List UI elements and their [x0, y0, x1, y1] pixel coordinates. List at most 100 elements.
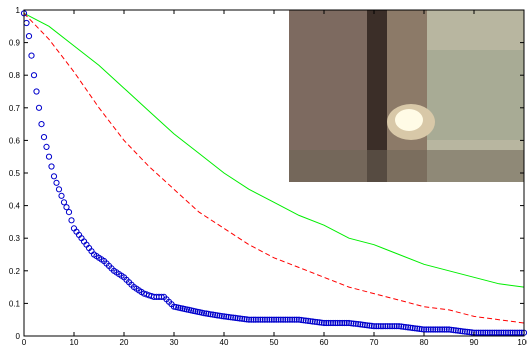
data-point [302, 317, 309, 324]
data-point [341, 319, 348, 327]
green-solid-series [23, 12, 525, 288]
data-point [55, 186, 63, 193]
data-point [248, 316, 255, 323]
data-point [366, 322, 373, 329]
data-point [218, 313, 225, 320]
data-point [414, 325, 421, 332]
data-point [212, 311, 219, 319]
data-point [402, 324, 409, 331]
y-axis: 0 0.1 0.2 0.3 0.4 0.5 0.6 0.7 0.8 0.9 1 [9, 6, 524, 341]
data-point [393, 323, 400, 330]
data-point [33, 88, 40, 95]
data-point [352, 320, 359, 327]
inset-bottom-shade [289, 150, 524, 182]
data-point [284, 316, 291, 323]
data-point [364, 322, 371, 329]
data-point [343, 319, 350, 327]
inset-right-region [427, 50, 524, 140]
data-point [516, 329, 523, 336]
data-point [289, 316, 296, 323]
data-point [268, 316, 275, 323]
data-point [368, 322, 375, 329]
y-tick-label: 0.5 [9, 169, 21, 178]
data-point [480, 329, 487, 336]
data-point [441, 326, 448, 333]
data-point [336, 319, 343, 327]
data-point [389, 323, 396, 330]
data-point [466, 329, 473, 336]
data-point [63, 204, 70, 211]
data-point [409, 324, 416, 332]
data-point [486, 329, 493, 336]
data-point [227, 314, 234, 321]
data-point [158, 293, 165, 300]
data-point [357, 321, 364, 328]
data-point [448, 326, 455, 333]
data-point [257, 316, 264, 323]
data-point [236, 315, 243, 322]
data-point [370, 323, 378, 330]
data-point [200, 310, 208, 317]
data-point [234, 315, 241, 322]
data-point [382, 323, 389, 330]
data-point [457, 327, 464, 335]
data-point [305, 317, 312, 324]
x-tick-label: 50 [270, 338, 279, 347]
x-tick-label: 20 [120, 338, 129, 347]
data-point [323, 319, 330, 327]
data-point [25, 33, 33, 40]
data-point [280, 316, 287, 323]
data-point [282, 316, 289, 323]
data-point [507, 329, 514, 336]
data-point [464, 328, 471, 335]
data-point [327, 319, 334, 327]
data-point [220, 313, 228, 320]
data-point [425, 326, 432, 333]
data-point [60, 199, 68, 206]
data-point [432, 326, 439, 333]
y-tick-label: 0.2 [9, 267, 21, 276]
data-point [205, 310, 212, 317]
data-point [400, 323, 407, 330]
data-point [452, 327, 459, 334]
data-point [30, 72, 38, 79]
data-point [416, 325, 423, 332]
data-point [459, 328, 466, 335]
blue-circle-series [20, 10, 527, 336]
data-point [386, 323, 393, 330]
data-point [484, 329, 491, 336]
y-tick-label: 0.4 [9, 202, 21, 211]
data-point [461, 328, 468, 335]
data-point [277, 316, 284, 323]
data-point [373, 323, 380, 330]
data-point [311, 318, 318, 325]
x-tick-label: 60 [320, 338, 329, 347]
x-tick-label: 90 [470, 338, 479, 347]
data-point [434, 326, 441, 333]
data-point [411, 325, 418, 332]
data-point [255, 316, 262, 323]
data-point [35, 104, 43, 111]
data-point [43, 143, 50, 150]
data-point [261, 316, 268, 323]
data-point [436, 326, 443, 333]
data-point [209, 311, 216, 318]
data-point [239, 315, 246, 322]
data-point [377, 323, 384, 330]
data-point [293, 316, 300, 323]
data-point [53, 179, 60, 186]
data-point [300, 317, 307, 324]
data-point [40, 134, 48, 141]
y-tick-label: 0.1 [9, 299, 21, 308]
data-point [264, 316, 271, 323]
data-point [68, 217, 75, 224]
data-point [475, 329, 482, 336]
data-point [502, 329, 509, 336]
x-tick-label: 80 [420, 338, 429, 347]
x-tick-label: 70 [370, 338, 379, 347]
data-point [45, 153, 53, 160]
data-point [514, 329, 521, 336]
y-tick-label: 1 [16, 6, 21, 15]
data-point [511, 329, 519, 336]
